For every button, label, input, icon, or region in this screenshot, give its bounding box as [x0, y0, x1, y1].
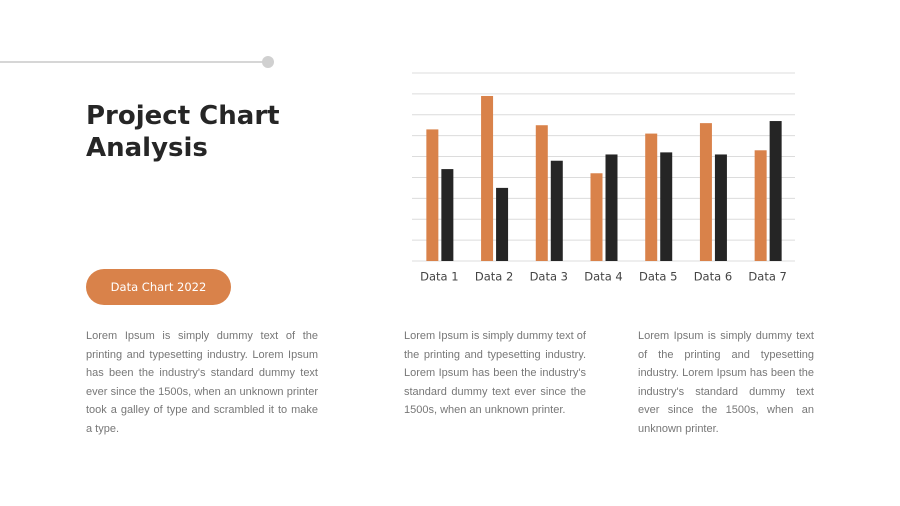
paragraph: Lorem Ipsum is simply dummy text of the …: [86, 330, 318, 435]
bar: [481, 95, 494, 261]
bar: [496, 187, 509, 261]
x-tick-label: Data 5: [639, 270, 677, 284]
x-tick-label: Data 1: [420, 270, 458, 284]
decor-dot: [262, 56, 274, 68]
x-tick-label: Data 6: [694, 270, 732, 284]
bar: [769, 121, 782, 262]
bar: [535, 125, 548, 261]
x-tick-label: Data 2: [475, 270, 513, 284]
bar: [699, 123, 712, 261]
bar: [590, 173, 603, 261]
x-tick-label: Data 4: [584, 270, 622, 284]
bar: [426, 129, 439, 261]
x-tick-label: Data 7: [748, 270, 786, 284]
x-tick-label: Data 3: [530, 270, 568, 284]
bar: [660, 152, 673, 261]
paragraph: Lorem Ipsum is simply dummy text of the …: [638, 330, 814, 435]
bar: [754, 150, 767, 261]
button[interactable]: Data Chart 2022: [86, 269, 231, 305]
slide-title: Project Chart Analysis: [86, 101, 280, 163]
bar: [550, 160, 563, 261]
bar: [714, 154, 727, 261]
bar: [605, 154, 618, 261]
bar: [441, 169, 454, 261]
bar: [645, 133, 658, 261]
paragraph: Lorem Ipsum is simply dummy text of the …: [404, 330, 586, 416]
